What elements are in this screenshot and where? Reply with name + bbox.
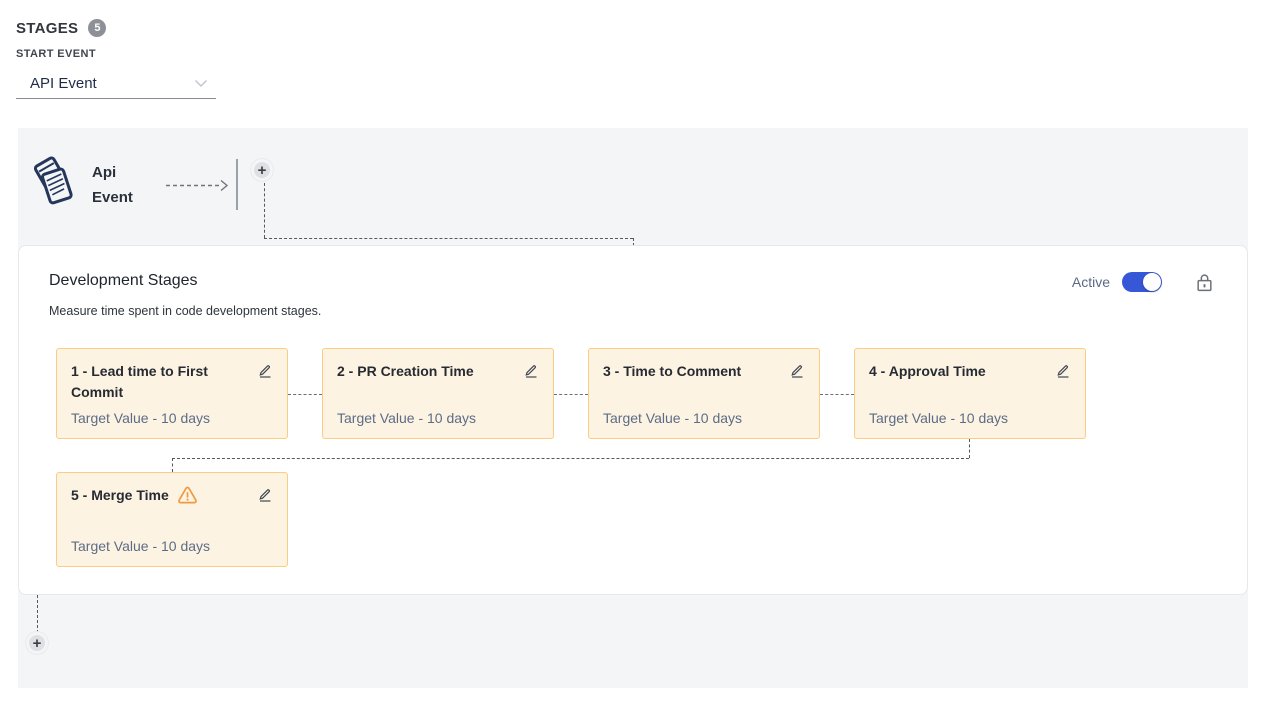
warning-icon	[177, 486, 198, 505]
stage-name: 3 - Time to Comment	[603, 363, 742, 379]
start-event-select[interactable]: API Event	[16, 69, 216, 99]
connector-line	[37, 595, 38, 633]
stage-card-3[interactable]: 3 - Time to Comment Target Value - 10 da…	[588, 348, 820, 439]
stage-name: 1 - Lead time to First Commit	[71, 363, 208, 400]
edit-icon[interactable]	[257, 363, 273, 384]
stage-name: 2 - PR Creation Time	[337, 363, 474, 379]
panel-controls: Active	[1072, 272, 1213, 292]
connector-line	[264, 183, 265, 238]
stage-card-2[interactable]: 2 - PR Creation Time Target Value - 10 d…	[322, 348, 554, 439]
drop-target-bar	[236, 159, 238, 210]
tickets-icon	[30, 154, 82, 213]
edit-icon[interactable]	[257, 487, 273, 508]
stage-connector	[172, 458, 173, 472]
lock-icon[interactable]	[1196, 273, 1213, 292]
stage-connector	[172, 458, 969, 459]
add-stage-button-bottom[interactable]: +	[26, 632, 48, 654]
panel-title: Development Stages	[49, 272, 198, 289]
connector-line	[633, 238, 634, 246]
start-event-label: START EVENT	[16, 48, 96, 60]
edit-icon[interactable]	[1055, 363, 1071, 384]
stage-connector	[554, 394, 588, 395]
stage-target: Target Value - 10 days	[869, 410, 1009, 426]
stage-target: Target Value - 10 days	[603, 410, 743, 426]
stage-connector	[288, 394, 322, 395]
api-event-node[interactable]: Api Event	[30, 154, 133, 213]
workflow-canvas: Api Event + Development Stages Measure t…	[18, 128, 1248, 688]
active-toggle[interactable]	[1122, 272, 1162, 292]
stage-connector	[969, 439, 970, 458]
active-label: Active	[1071, 274, 1110, 290]
stage-target: Target Value - 10 days	[337, 410, 477, 426]
stage-target: Target Value - 10 days	[71, 410, 211, 426]
stage-card-4[interactable]: 4 - Approval Time Target Value - 10 days	[854, 348, 1086, 439]
start-event-value: API Event	[30, 75, 97, 92]
toggle-knob	[1143, 273, 1161, 291]
page-header: STAGES 5	[16, 19, 107, 37]
stage-name: 5 - Merge Time	[71, 485, 204, 506]
panel-subtitle: Measure time spent in code development s…	[49, 304, 322, 318]
flow-arrow-icon	[166, 179, 230, 197]
connector-line	[264, 238, 633, 239]
stage-card-1[interactable]: 1 - Lead time to First Commit Target Val…	[56, 348, 288, 439]
stage-target: Target Value - 10 days	[71, 538, 211, 554]
add-stage-button-top[interactable]: +	[251, 159, 273, 181]
stage-card-5[interactable]: 5 - Merge Time Target Value - 10 days	[56, 472, 288, 567]
edit-icon[interactable]	[523, 363, 539, 384]
edit-icon[interactable]	[789, 363, 805, 384]
stage-connector	[820, 394, 854, 395]
api-event-label: Api Event	[92, 164, 133, 206]
stage-name: 4 - Approval Time	[869, 363, 986, 379]
stage-count-badge: 5	[88, 19, 107, 37]
page-title: STAGES	[16, 19, 79, 37]
chevron-down-icon	[194, 75, 208, 93]
development-stages-panel: Development Stages Measure time spent in…	[18, 245, 1248, 595]
